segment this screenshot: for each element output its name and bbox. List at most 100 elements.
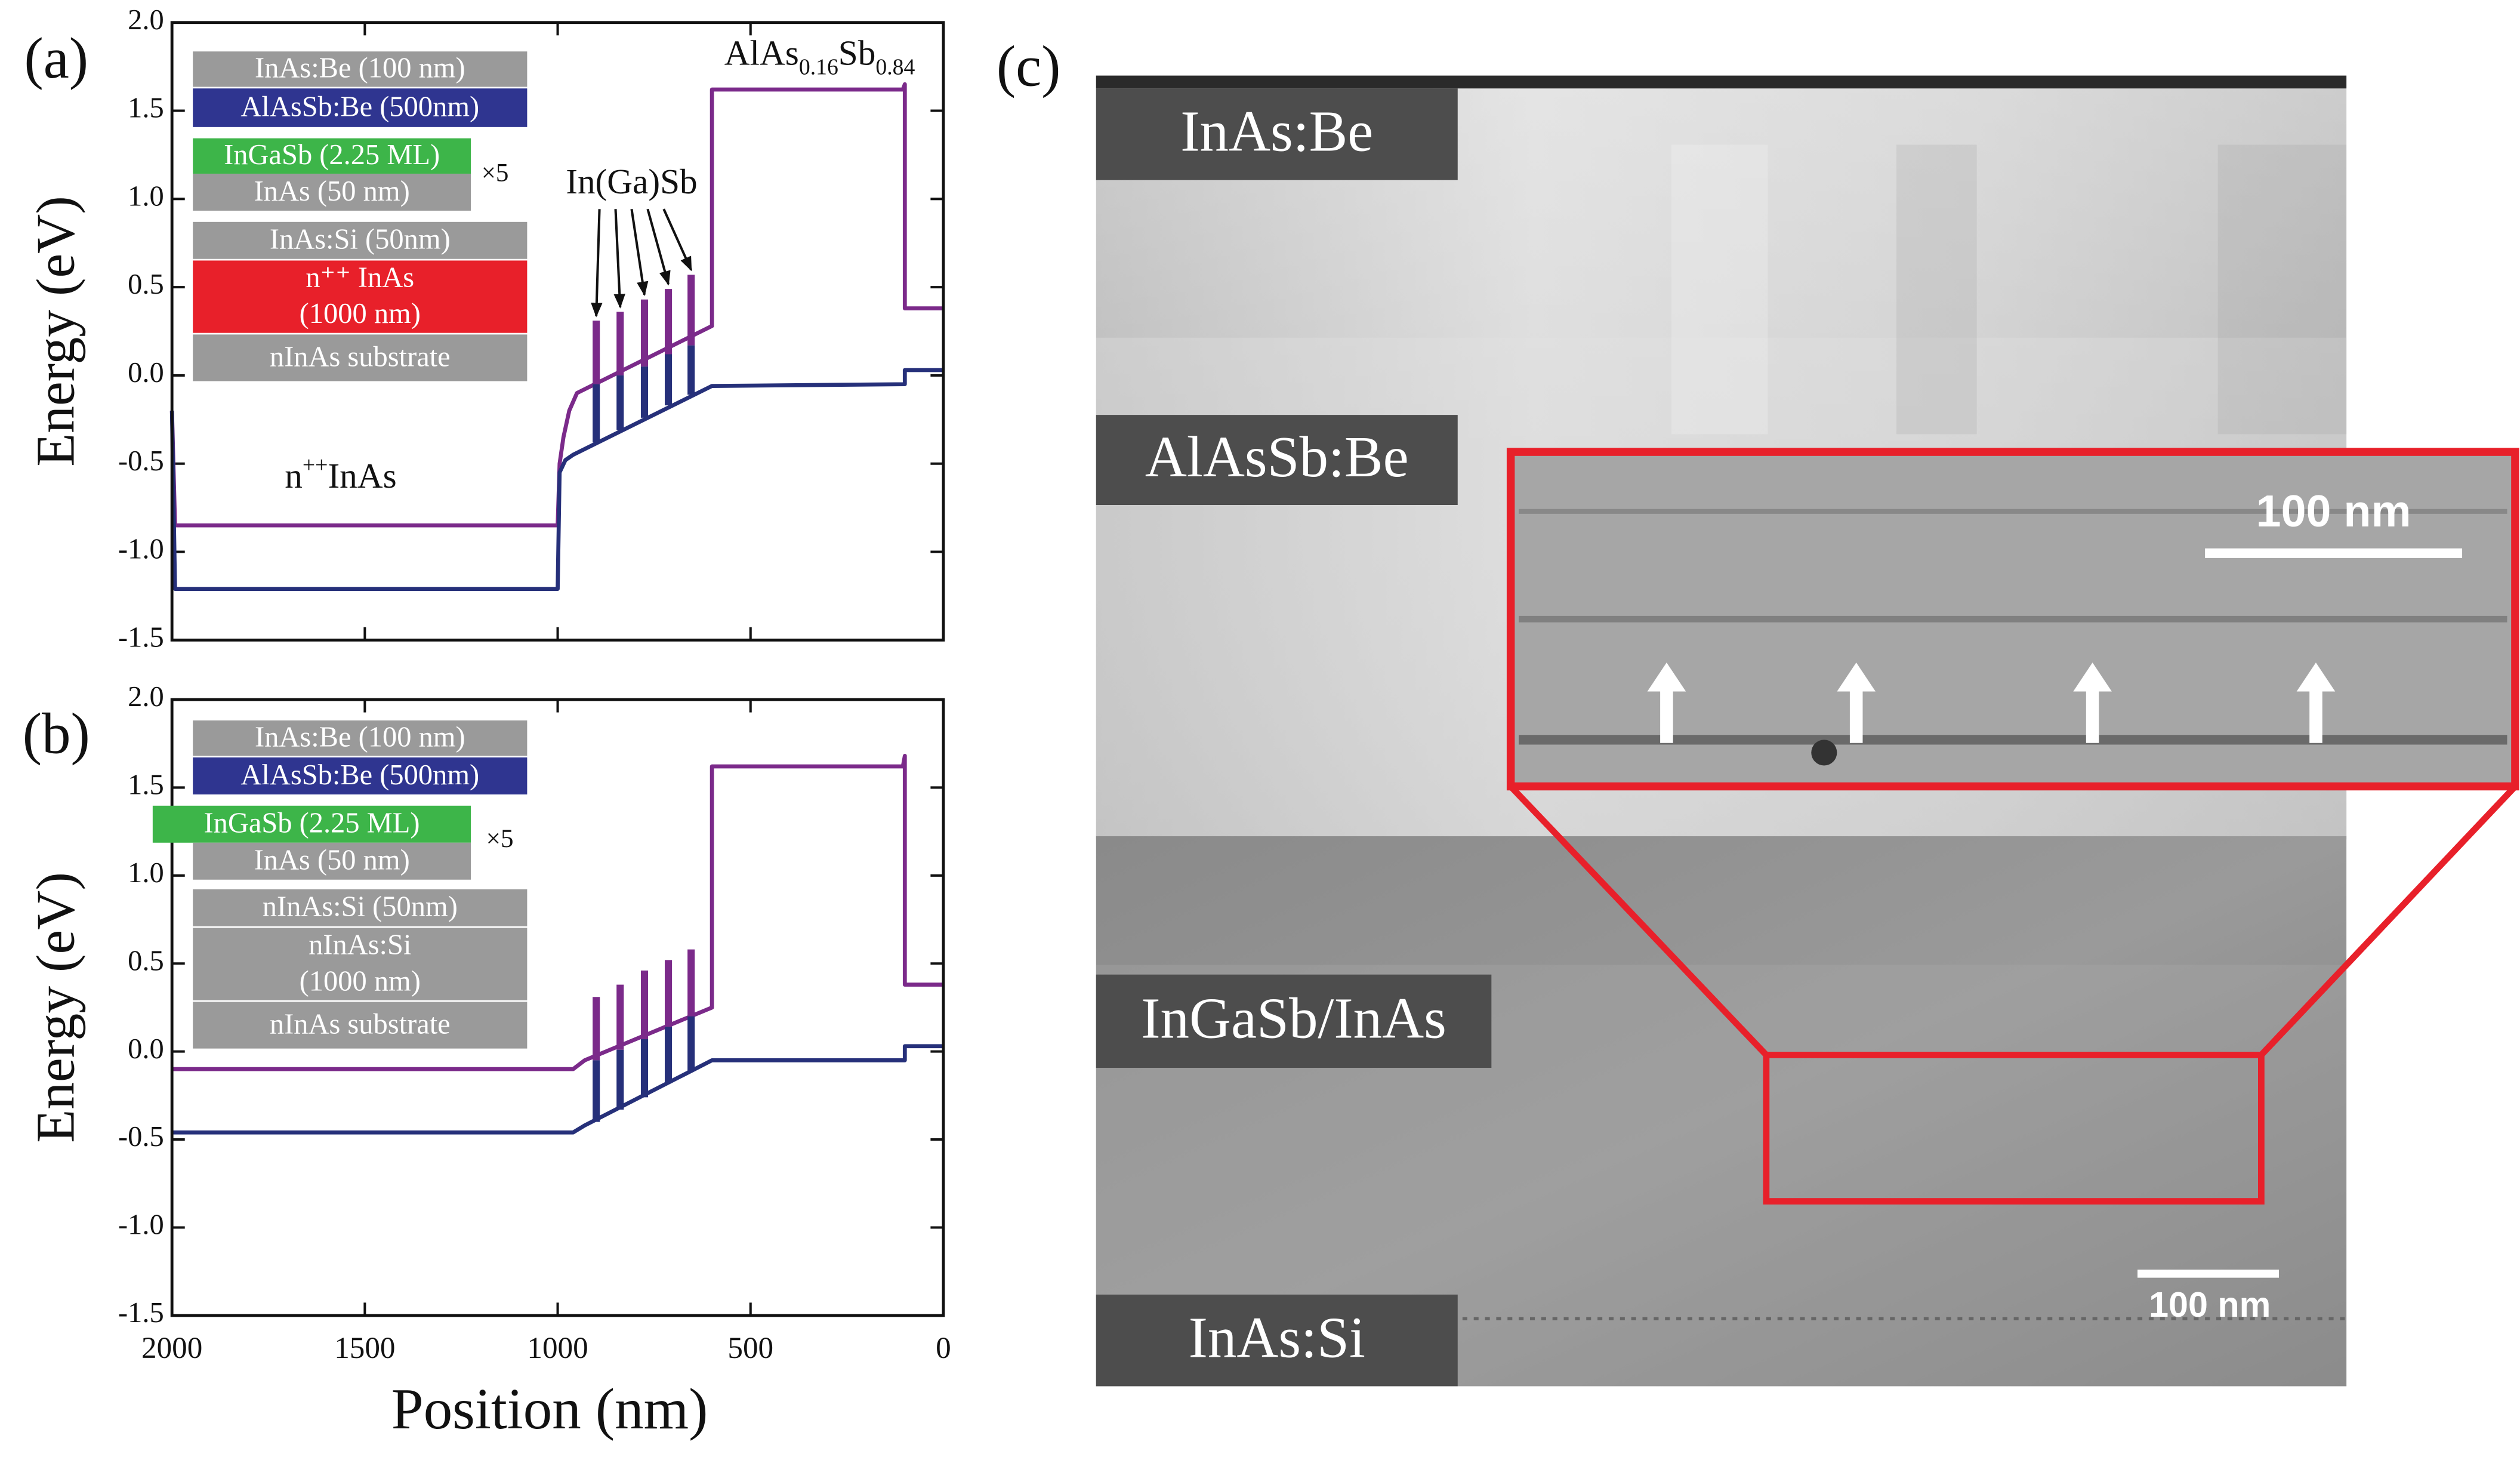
y-axis-label: Energy (eV): [24, 196, 85, 467]
layer-text: nInAs substrate: [270, 1008, 451, 1040]
layer-box: [193, 889, 528, 926]
annotation-part: In(Ga)Sb: [566, 161, 697, 201]
layer-label: InGaSb/InAs: [1141, 986, 1446, 1050]
plot-frame: [170, 21, 945, 642]
y-tick-label: 0.5: [128, 945, 164, 977]
inset-arrows: [1647, 663, 2336, 743]
tem-streak: [1896, 144, 1977, 435]
tem-streak: [2217, 144, 2347, 435]
layer-box: [193, 138, 471, 174]
layer-box: [193, 51, 528, 87]
annotation: n++InAs: [285, 452, 396, 495]
x-tick-label: 1000: [527, 1331, 588, 1365]
layer-text: InAs:Si (50nm): [270, 224, 451, 255]
layer-label-box: [1096, 974, 1492, 1068]
layer-label-box: [1096, 1294, 1458, 1387]
layer-box: [193, 334, 528, 381]
zoom-line: [1508, 784, 1769, 1058]
layer-box: [193, 88, 528, 127]
x-tick-label: 1500: [334, 1331, 395, 1365]
zoom-box: [1763, 1052, 2265, 1205]
layer-text: nInAs:Si: [309, 929, 411, 961]
x-tick-label: 2000: [141, 1331, 202, 1365]
annotation-part: 0.84: [875, 54, 915, 79]
multiplier: ×5: [486, 825, 514, 853]
layer-text: InAs:Be (100 nm): [255, 53, 465, 84]
inset-defect: [1811, 740, 1837, 766]
x-tick-label: 0: [936, 1331, 951, 1365]
layer-text: AlAsSb:Be (500nm): [240, 91, 479, 122]
y-tick-label: 0.5: [128, 269, 164, 300]
y-tick-label: 0.0: [128, 357, 164, 389]
layer-text: nInAs substrate: [270, 341, 451, 372]
layer-text: InAs (50 nm): [254, 175, 410, 207]
layer-box: [193, 842, 471, 880]
layer-text: (1000 nm): [300, 298, 421, 329]
layer-text: nInAs:Si (50nm): [263, 891, 458, 923]
y-tick-label: 1.0: [128, 180, 164, 212]
annotation-part: 0.16: [799, 54, 838, 79]
layer-box: [193, 757, 528, 794]
zoom-line: [2259, 784, 2518, 1058]
annotation-arrow: [613, 209, 625, 309]
y-tick-label: -1.0: [118, 534, 164, 565]
y-tick-label: 1.5: [128, 769, 164, 801]
layer-label-box: [1096, 88, 1458, 180]
x-axis-label: Position (nm): [391, 1377, 708, 1441]
panel-label: (c): [997, 34, 1061, 98]
y-tick-label: -1.0: [118, 1209, 164, 1241]
layer-text: InAs (50 nm): [254, 845, 410, 876]
y-tick-label: -1.5: [118, 621, 164, 653]
y-tick-label: 2.0: [128, 681, 164, 713]
tem-image: 100 nm 100 nm: [1096, 75, 2519, 1387]
y-tick-label: 1.5: [128, 93, 164, 124]
annotation-arrow: [662, 208, 693, 272]
tem-streak: [1671, 144, 1768, 435]
layer-label-box: [1096, 415, 1458, 505]
panel-label: (a): [24, 26, 88, 90]
layer-box: [193, 260, 528, 333]
y-tick-label: -0.5: [118, 445, 164, 477]
annotation: In(Ga)Sb: [566, 161, 697, 201]
panel-label: (b): [23, 702, 90, 766]
layer-box: [193, 221, 528, 259]
layer-label: InAs:Si: [1189, 1305, 1365, 1369]
annotation-part: InAs: [328, 455, 396, 495]
annotation-arrow: [646, 208, 671, 286]
x-tick-label: 500: [727, 1331, 773, 1365]
layer-label: InAs:Be: [1180, 100, 1373, 164]
layer-box: [193, 1002, 528, 1049]
layer-box: [193, 720, 528, 756]
y-tick-label: 2.0: [128, 4, 164, 36]
annotation-part: n: [285, 455, 303, 495]
annotation-arrow: [630, 208, 649, 297]
annotation: AlAs0.16Sb0.84: [724, 33, 915, 79]
annotation-part: Sb: [838, 33, 876, 72]
plot-frame: [170, 698, 945, 1317]
layer-label: AlAsSb:Be: [1145, 425, 1409, 489]
scale-bar-label: 100 nm: [2256, 486, 2411, 536]
layer-text: InGaSb (2.25 ML): [224, 139, 440, 171]
layer-text: InGaSb (2.25 ML): [203, 808, 420, 839]
y-tick-label: 1.0: [128, 857, 164, 889]
layer-box: [193, 928, 528, 1000]
band-line: [172, 753, 943, 1071]
layer-text: AlAsSb:Be (500nm): [240, 759, 479, 791]
band-line: [169, 368, 943, 591]
layer-text: (1000 nm): [300, 965, 421, 997]
y-tick-label: -0.5: [118, 1121, 164, 1153]
annotation-part: AlAs: [724, 33, 799, 72]
y-tick-label: 0.0: [128, 1033, 164, 1065]
y-axis-label: Energy (eV): [24, 872, 85, 1143]
layer-box: [193, 173, 471, 211]
band-line: [172, 1044, 943, 1135]
layer-box: [152, 805, 471, 843]
y-tick-label: -1.5: [118, 1297, 164, 1329]
scale-bar-label: 100 nm: [2149, 1284, 2271, 1324]
layer-text: InAs:Be (100 nm): [255, 721, 465, 753]
multiplier: ×5: [482, 159, 509, 187]
annotation-part: ++: [303, 452, 328, 478]
annotation-arrow: [591, 209, 603, 318]
